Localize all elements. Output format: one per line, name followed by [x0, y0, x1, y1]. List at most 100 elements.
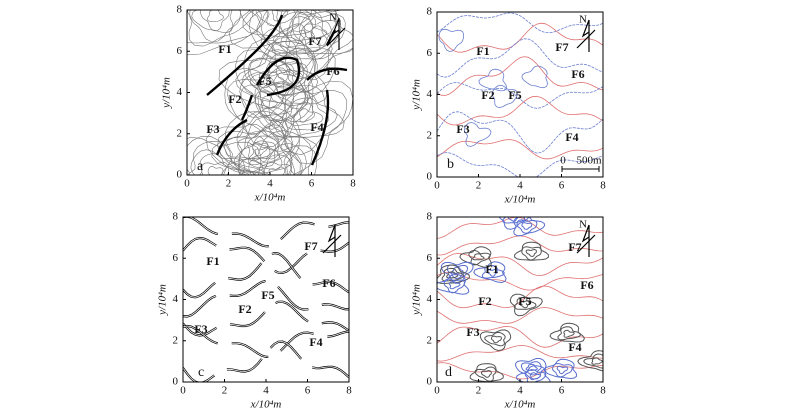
contour-line [437, 111, 603, 154]
anomaly-contour [440, 261, 474, 284]
y-tick-label: 4 [427, 293, 433, 305]
fault-label: F2 [228, 92, 241, 106]
fault-trace [255, 56, 301, 97]
edge-line [183, 341, 349, 382]
anomaly-contour [516, 365, 551, 382]
contour-line [200, 10, 230, 32]
contour-line [437, 139, 603, 160]
edge-line [183, 280, 349, 317]
anomaly-contour [525, 363, 538, 371]
north-arrow [326, 17, 346, 50]
contour-line [281, 91, 338, 138]
edge-line [183, 237, 349, 274]
y-tick-label: 2 [173, 334, 179, 346]
fault-label: F6 [571, 67, 584, 81]
contour-line [187, 140, 255, 175]
y-tick-label: 0 [427, 376, 433, 388]
y-tick-label: 2 [427, 129, 433, 141]
anomaly-contour [484, 331, 506, 347]
contour-line [255, 10, 298, 35]
y-tick-label: 8 [173, 211, 179, 223]
anomaly-contour [443, 278, 466, 294]
x-tick-label: 0 [180, 385, 186, 397]
contour-line [248, 10, 342, 80]
contour-line [463, 122, 492, 147]
anomaly-contour [472, 253, 485, 261]
fault-trace [240, 94, 254, 121]
contour-line [206, 10, 224, 23]
contours [187, 10, 353, 175]
anomaly-contour [479, 329, 512, 352]
y-axis-label: y/10⁴m [161, 77, 173, 109]
anomaly-contour [525, 248, 537, 258]
contour-line [241, 40, 329, 105]
x-tick-label: 4 [517, 385, 523, 397]
contour-line [254, 147, 271, 163]
x-tick-label: 0 [434, 385, 440, 397]
fault-trace [206, 14, 284, 96]
anomaly-contour [518, 300, 530, 309]
contour-line [187, 10, 261, 44]
contour-line [187, 10, 269, 56]
fault-label: F1 [206, 254, 219, 268]
contour-line [248, 150, 303, 175]
contour-line [264, 162, 292, 175]
contours [437, 217, 603, 382]
contour-line [266, 71, 285, 86]
contour-line [240, 81, 295, 130]
anomaly-contour [524, 369, 547, 382]
x-tick-label: 0 [184, 178, 190, 190]
contour-line [228, 10, 337, 49]
fault-label: F2 [481, 88, 494, 102]
y-tick-label: 4 [427, 88, 433, 100]
scale-label: 500m [576, 155, 602, 167]
contour-line [239, 143, 318, 175]
contour-line [290, 29, 307, 45]
contour-line [279, 10, 353, 75]
edge-line [183, 252, 349, 298]
anomaly-contour [557, 326, 581, 341]
anomaly-contour [441, 267, 465, 282]
contour-line [235, 49, 307, 107]
anomaly-contour [521, 361, 542, 376]
scale-label: 0 [560, 155, 566, 167]
contour-line [191, 10, 234, 34]
contour-line [478, 68, 507, 92]
fault-label: F2 [238, 302, 251, 316]
fault-label: F4 [565, 130, 578, 144]
anomaly-contour [552, 363, 573, 378]
anomaly-contour [521, 246, 542, 261]
contour-line [189, 10, 241, 43]
contour-line [271, 11, 330, 57]
fault-label: F6 [322, 276, 335, 290]
anomaly-contour [563, 329, 575, 338]
fault-label: F3 [194, 322, 207, 336]
contour-line [239, 10, 317, 55]
contour-line [276, 10, 353, 80]
fault-label: F1 [476, 44, 489, 58]
fault-label: F3 [456, 122, 469, 136]
x-tick-label: 2 [476, 385, 482, 397]
contour-line [303, 20, 332, 47]
x-tick-label: 8 [346, 385, 352, 397]
scale-bar [561, 166, 600, 172]
contour-line [254, 154, 296, 175]
fault-label: F5 [258, 74, 271, 88]
x-tick-label: 4 [263, 385, 269, 397]
y-tick-label: 6 [427, 252, 433, 264]
contour-line [437, 325, 603, 348]
x-tick-label: 6 [309, 178, 315, 190]
contour-line [284, 97, 330, 131]
anomaly-contour [446, 264, 469, 280]
y-axis-label: y/10⁴m [411, 79, 423, 111]
contour-line [207, 166, 224, 175]
anomaly-contour [513, 217, 546, 237]
anomaly-contour [507, 217, 519, 222]
anomaly-contour [514, 241, 549, 261]
contour-line [243, 39, 336, 123]
fault-label: F5 [508, 88, 521, 102]
contour-line [438, 28, 464, 52]
contour-line [437, 12, 603, 34]
contour-line [437, 152, 603, 177]
y-tick-label: 0 [177, 169, 183, 181]
